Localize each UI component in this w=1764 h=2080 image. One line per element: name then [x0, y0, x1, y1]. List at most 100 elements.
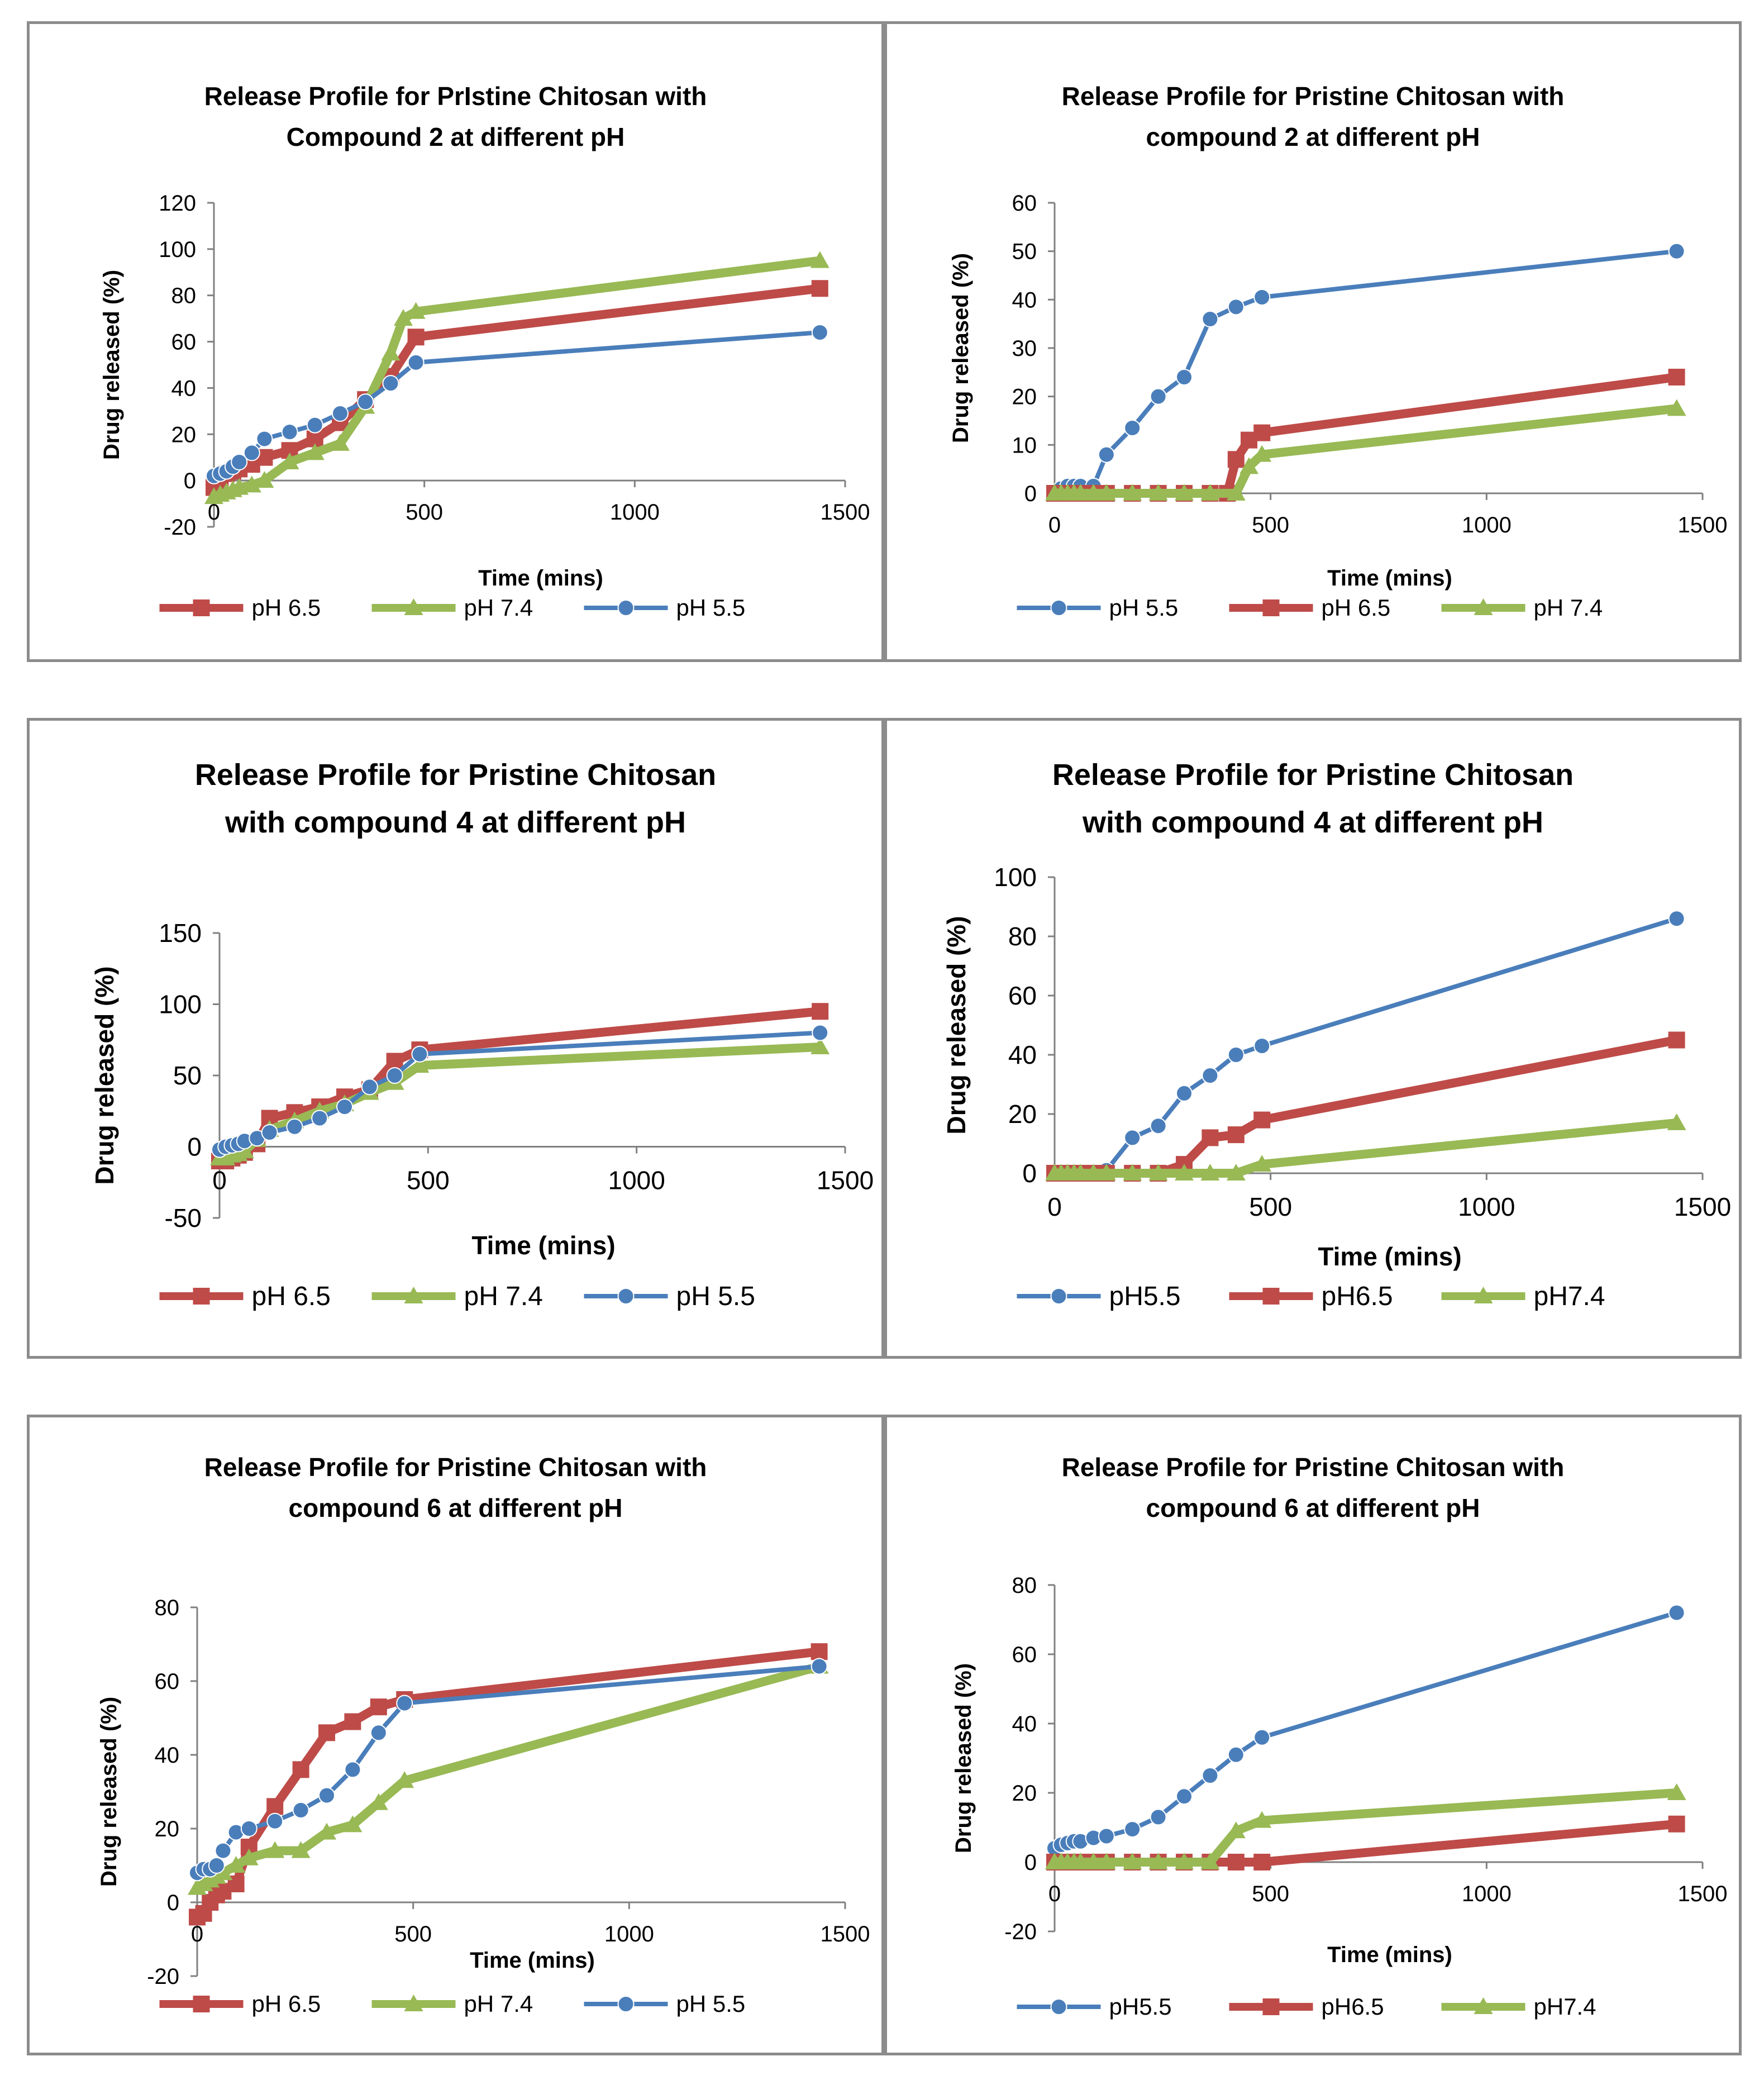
x-axis-title: Time (mins)	[470, 1948, 595, 1973]
series-ph-6.5	[211, 1003, 829, 1169]
data-point	[1124, 1821, 1141, 1838]
data-point	[332, 405, 349, 422]
data-point	[382, 375, 399, 392]
y-tick-label: 0	[1022, 1159, 1037, 1188]
data-point	[1124, 420, 1141, 436]
data-point	[1123, 1164, 1142, 1181]
legend-label: pH5.5	[1109, 1993, 1172, 2020]
y-tick-label: 0	[167, 1891, 179, 1915]
data-point	[1253, 424, 1271, 441]
chart-title-line: Release Profile for Pristine Chitosan wi…	[1062, 1453, 1565, 1482]
legend-label: pH7.4	[1534, 1993, 1596, 2020]
legend-marker	[404, 1995, 423, 2011]
data-point	[811, 324, 828, 341]
y-tick-label: 80	[155, 1596, 180, 1620]
legend-marker	[1050, 1288, 1067, 1305]
data-point	[1202, 1767, 1219, 1784]
data-point	[1202, 311, 1219, 327]
legend-item: pH 7.4	[371, 1991, 533, 2017]
y-tick-label: 100	[159, 990, 202, 1019]
data-point	[810, 251, 829, 268]
y-tick-label: 50	[173, 1061, 202, 1090]
series-ph-5.5	[1046, 1604, 1685, 1857]
legend-item: pH 6.5	[159, 1991, 321, 2017]
data-point	[214, 1842, 232, 1859]
y-tick-label: 100	[994, 863, 1037, 892]
data-point	[811, 280, 828, 297]
legend-marker	[1050, 599, 1067, 616]
data-point	[1148, 1164, 1168, 1181]
legend-marker	[404, 1287, 423, 1303]
chart-title-line: compound 6 at different pH	[289, 1493, 623, 1522]
data-point	[226, 1856, 246, 1873]
data-point	[1148, 484, 1168, 501]
chart-title-line: Release Profile for Pristine Chitosan wi…	[204, 1453, 707, 1482]
data-point	[1148, 1853, 1168, 1869]
chart-title-line: Compound 2 at different pH	[287, 122, 625, 151]
legend-item: pH7.4	[1441, 1282, 1605, 1311]
x-tick-label: 500	[394, 1922, 432, 1946]
data-point	[1176, 1788, 1193, 1805]
series-ph-5.5	[189, 1658, 828, 1882]
series-ph-6.5	[206, 280, 828, 496]
data-point	[280, 453, 299, 469]
data-point	[317, 1822, 336, 1840]
legend-label: pH 6.5	[1322, 594, 1391, 621]
data-point	[1227, 451, 1245, 468]
y-tick-label: -20	[147, 1964, 179, 1989]
y-tick-label: 20	[1008, 1100, 1037, 1129]
x-tick-label: 1000	[608, 1166, 665, 1195]
y-tick-label: 40	[155, 1743, 180, 1768]
x-axis-title: Time (mins)	[1318, 1242, 1461, 1271]
data-point	[306, 416, 323, 434]
series-ph-5.5	[1046, 910, 1685, 1182]
legend-label: pH 6.5	[252, 594, 321, 621]
chart-svg: Release Profile for Pristine Chitosan wit…	[942, 758, 1731, 1311]
series-ph-7.4	[210, 1037, 830, 1165]
data-point	[1252, 445, 1272, 462]
data-point	[1239, 457, 1258, 474]
data-point	[336, 1098, 353, 1116]
legend-marker	[1474, 1287, 1493, 1303]
data-point	[281, 423, 298, 441]
data-point	[1202, 1067, 1219, 1084]
legend-item: pH 7.4	[371, 594, 533, 621]
x-tick-label: 0	[1048, 513, 1061, 537]
y-axis-title: Drug released (%)	[90, 966, 119, 1184]
y-tick-label: 50	[1012, 240, 1037, 264]
chart-title-line: Release Profile for Pristine Chitosan wi…	[1062, 82, 1565, 111]
y-axis-title: Drug released (%)	[97, 1697, 121, 1887]
data-point	[242, 475, 261, 493]
data-point	[292, 1802, 309, 1819]
y-tick-label: 0	[1024, 1850, 1037, 1875]
y-tick-label: 100	[159, 237, 196, 262]
data-point	[1176, 369, 1193, 385]
legend-label: pH6.5	[1322, 1282, 1393, 1311]
chart-title-line: compound 2 at different pH	[1146, 122, 1480, 151]
series-ph-6.5	[189, 1643, 828, 1926]
data-point	[1175, 1164, 1194, 1181]
data-point	[243, 444, 260, 461]
x-tick-label: 1500	[1674, 1192, 1731, 1221]
data-point	[266, 1798, 284, 1815]
y-tick-label: -20	[1004, 1920, 1037, 1944]
data-point	[1084, 484, 1103, 501]
data-point	[396, 1695, 413, 1712]
data-point	[1098, 446, 1115, 463]
data-point	[231, 454, 248, 470]
legend-label: pH6.5	[1322, 1993, 1384, 2020]
legend-item: pH 5.5	[584, 594, 745, 621]
y-tick-label: 20	[1012, 385, 1037, 410]
series-ph-6.5	[1046, 1031, 1685, 1182]
legend-marker	[617, 599, 635, 616]
data-point	[1200, 1853, 1220, 1869]
legend-item: pH 7.4	[1441, 594, 1603, 621]
chart-panel-5: Release Profile for Pristine Chitosan wi…	[27, 1415, 884, 2055]
legend-label: pH 5.5	[1109, 594, 1179, 621]
series-ph-7.4	[204, 251, 829, 504]
data-point	[318, 1724, 335, 1741]
legend-item: pH 6.5	[159, 594, 321, 621]
x-tick-label: 500	[1252, 1882, 1289, 1906]
data-point	[311, 1110, 328, 1127]
legend-label: pH7.4	[1534, 1282, 1605, 1311]
